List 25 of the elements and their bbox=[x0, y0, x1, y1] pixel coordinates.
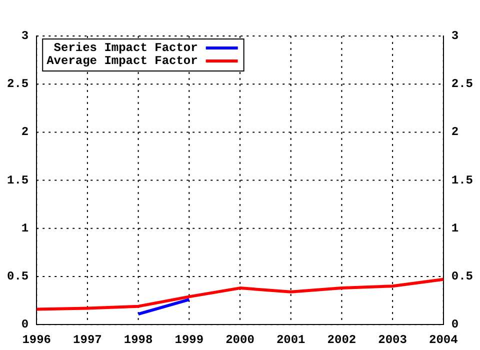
y2-tick-label: 1 bbox=[451, 221, 459, 236]
y-tick-label: 2.5 bbox=[6, 77, 29, 92]
y2-tick-label: 1.5 bbox=[451, 173, 474, 188]
x-tick-label: 1996 bbox=[22, 332, 52, 347]
x-tick-label: 2002 bbox=[327, 332, 356, 347]
y-tick-label: 3 bbox=[21, 29, 29, 44]
y2-tick-label: 2.5 bbox=[451, 77, 474, 92]
y2-tick-label: 0.5 bbox=[451, 270, 474, 284]
x-tick-label: 1997 bbox=[73, 332, 102, 347]
x-tick-label: 1998 bbox=[124, 332, 153, 347]
y2-tick-label: 0 bbox=[451, 318, 459, 332]
y-tick-label: 0 bbox=[21, 318, 29, 332]
y-tick-label: 1 bbox=[21, 221, 29, 236]
y-tick-label: 2 bbox=[21, 125, 29, 140]
legend-label: Series Impact Factor bbox=[54, 41, 198, 56]
legend-label: Average Impact Factor bbox=[46, 54, 198, 68]
x-tick-label: 2004 bbox=[428, 332, 458, 347]
x-tick-label: 2003 bbox=[378, 332, 407, 347]
y-tick-label: 0.5 bbox=[6, 270, 29, 284]
x-tick-label: 2001 bbox=[276, 332, 306, 347]
y-tick-label: 1.5 bbox=[6, 173, 29, 188]
x-tick-label: 1999 bbox=[174, 332, 204, 347]
x-tick-label: 2000 bbox=[226, 332, 254, 347]
y2-tick-label: 3 bbox=[451, 29, 459, 44]
y2-tick-label: 2 bbox=[451, 125, 459, 140]
